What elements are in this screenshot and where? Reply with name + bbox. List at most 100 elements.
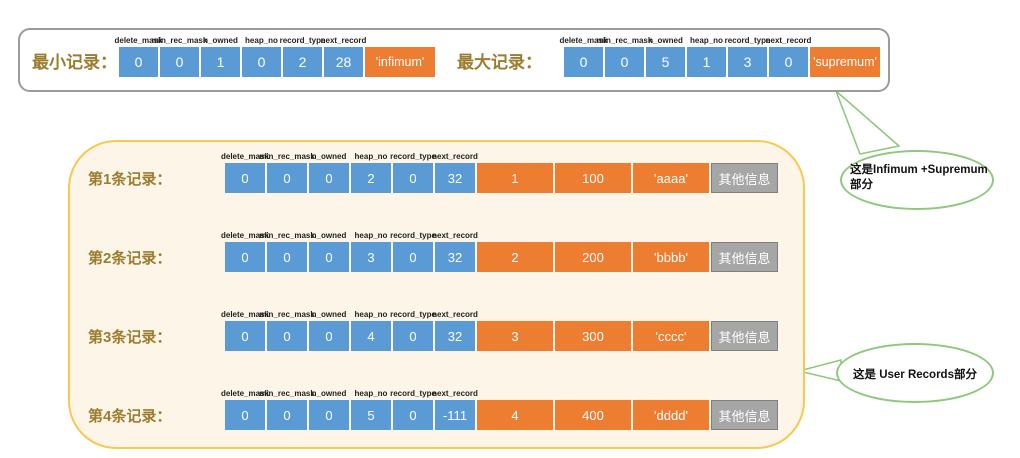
- record-cell-other-info: 其他信息: [711, 242, 778, 272]
- record-cell-delete-mask: delete_mask 0: [221, 389, 269, 430]
- cell-value: 5: [367, 407, 375, 423]
- user-record-row: 第1条记录： delete_mask 0 min_rec_mask 0 n_ow…: [0, 150, 1020, 229]
- min-record-cell-min-rec-mask: min_rec_mask 0: [152, 36, 207, 77]
- record-cell-column2: 300: [555, 321, 631, 351]
- record-cell-record-type: record_type 0: [390, 152, 436, 193]
- cell-value: 200: [582, 249, 604, 265]
- cell-value: 0: [241, 328, 249, 344]
- cell-value: 其他信息: [718, 171, 771, 187]
- cell-value: 3: [367, 249, 375, 265]
- max-record-cell-record-type: record_type 3: [725, 36, 770, 77]
- field-header-min-rec-mask: min_rec_mask: [259, 231, 315, 240]
- field-header-record-type: record_type: [390, 389, 436, 398]
- field-header-heap-no: heap_no: [354, 310, 388, 319]
- cell-value: 0: [325, 407, 333, 423]
- min-record-strip: delete_mask 0 min_rec_mask 0 n_owned 1 h…: [114, 36, 435, 77]
- cell-value: 'dddd': [654, 407, 688, 423]
- cell-value: 0: [134, 54, 143, 70]
- cell-value: 4: [511, 407, 519, 423]
- user-records-bubble-text: 这是 User Records部分: [853, 369, 977, 381]
- user-record-strip: delete_mask 0 min_rec_mask 0 n_owned 0 h…: [221, 152, 778, 193]
- record-cell-n-owned: n_owned 0: [309, 389, 349, 430]
- field-header-n-owned: n_owned: [311, 310, 347, 319]
- cell-value: 5: [661, 54, 670, 70]
- cell-value: 0: [409, 249, 417, 265]
- max-record-label: 最大记录：: [457, 53, 542, 72]
- cell-value: 2: [298, 54, 307, 70]
- record-cell-n-owned: n_owned 0: [309, 231, 349, 272]
- field-header-delete-mask: delete_mask: [220, 152, 270, 161]
- user-record-label: 第3条记录：: [88, 329, 172, 346]
- field-header-record-type: record_type: [390, 152, 436, 161]
- record-cell-record-type: record_type 0: [390, 310, 436, 351]
- cell-value: 2: [511, 249, 519, 265]
- field-header-delete-mask: delete_mask: [114, 36, 163, 45]
- max-record-cell-heap-no: heap_no 1: [687, 36, 726, 77]
- cell-value: 300: [582, 328, 604, 344]
- infimum-supremum-bubble-text: 这是Infimum +Supremum 部分: [850, 163, 992, 193]
- cell-value: 0: [283, 328, 291, 344]
- record-cell-delete-mask: delete_mask 0: [221, 231, 269, 272]
- user-record-row: 第3条记录： delete_mask 0 min_rec_mask 0 n_ow…: [0, 308, 1020, 387]
- cell-value: 0: [409, 407, 417, 423]
- record-cell-next-record: next_record 32: [432, 152, 478, 193]
- record-cell-min-rec-mask: min_rec_mask 0: [259, 389, 315, 430]
- record-cell-n-owned: n_owned 0: [309, 152, 349, 193]
- cell-value: 'aaaa': [654, 170, 688, 186]
- record-cell-key: 3: [477, 321, 553, 351]
- record-cell-record-type: record_type 0: [390, 231, 436, 272]
- min-record-cell-delete-mask: delete_mask 0: [114, 36, 163, 77]
- user-record-strip: delete_mask 0 min_rec_mask 0 n_owned 0 h…: [221, 231, 778, 272]
- record-cell-column3: 'cccc': [633, 321, 709, 351]
- user-records-bubble: 这是 User Records部分: [836, 343, 994, 403]
- min-record-cell-heap-no: heap_no 0: [242, 36, 281, 77]
- user-record-label: 第4条记录：: [88, 408, 172, 425]
- cell-value: 100: [582, 170, 604, 186]
- record-cell-column3: 'dddd': [633, 400, 709, 430]
- record-cell-heap-no: heap_no 3: [351, 231, 391, 272]
- cell-value: 0: [241, 249, 249, 265]
- field-header-delete-mask: delete_mask: [220, 389, 270, 398]
- cell-value: 28: [335, 54, 352, 70]
- record-cell-other-info: 其他信息: [711, 400, 778, 430]
- cell-value: 2: [367, 170, 375, 186]
- record-cell-next-record: next_record 32: [432, 231, 478, 272]
- max-record-cell-next-record: next_record 0: [766, 36, 811, 77]
- record-cell-next-record: next_record -111: [432, 389, 478, 430]
- cell-value: 0: [325, 170, 333, 186]
- record-cell-column2: 200: [555, 242, 631, 272]
- record-cell-heap-no: heap_no 4: [351, 310, 391, 351]
- field-header-record-type: record_type: [390, 231, 436, 240]
- field-header-heap-no: heap_no: [354, 389, 388, 398]
- record-cell-delete-mask: delete_mask 0: [221, 152, 269, 193]
- record-cell-heap-no: heap_no 2: [351, 152, 391, 193]
- field-header-n-owned: n_owned: [203, 36, 238, 45]
- max-record-strip: delete_mask 0 min_rec_mask 0 n_owned 5 h…: [559, 36, 880, 77]
- cell-value: 0: [241, 407, 249, 423]
- field-header-record-type: record_type: [724, 36, 771, 45]
- cell-value: 0: [283, 407, 291, 423]
- cell-value: 32: [447, 170, 463, 186]
- record-cell-n-owned: n_owned 0: [309, 310, 349, 351]
- cell-value: 'cccc': [655, 328, 687, 344]
- cell-value: 'bbbb': [654, 249, 688, 265]
- field-header-min-rec-mask: min_rec_mask: [596, 36, 653, 45]
- field-header-heap-no: heap_no: [245, 36, 278, 45]
- field-header-min-rec-mask: min_rec_mask: [151, 36, 208, 45]
- cell-value: 0: [409, 328, 417, 344]
- field-header-next-record: next_record: [432, 310, 478, 319]
- user-record-strip: delete_mask 0 min_rec_mask 0 n_owned 0 h…: [221, 389, 778, 430]
- infimum-supremum-bubble: 这是Infimum +Supremum 部分: [840, 150, 994, 210]
- user-record-strip: delete_mask 0 min_rec_mask 0 n_owned 0 h…: [221, 310, 778, 351]
- cell-value: 'supremum': [813, 55, 877, 69]
- infimum-name-cell: 'infimum': [365, 47, 435, 77]
- cell-value: -111: [442, 407, 468, 423]
- field-header-record-type: record_type: [390, 310, 436, 319]
- field-header-n-owned: n_owned: [311, 231, 347, 240]
- cell-value: 3: [743, 54, 752, 70]
- record-cell-min-rec-mask: min_rec_mask 0: [259, 152, 315, 193]
- record-cell-delete-mask: delete_mask 0: [221, 310, 269, 351]
- user-record-label: 第1条记录：: [88, 171, 172, 188]
- user-record-row: 第2条记录： delete_mask 0 min_rec_mask 0 n_ow…: [0, 229, 1020, 308]
